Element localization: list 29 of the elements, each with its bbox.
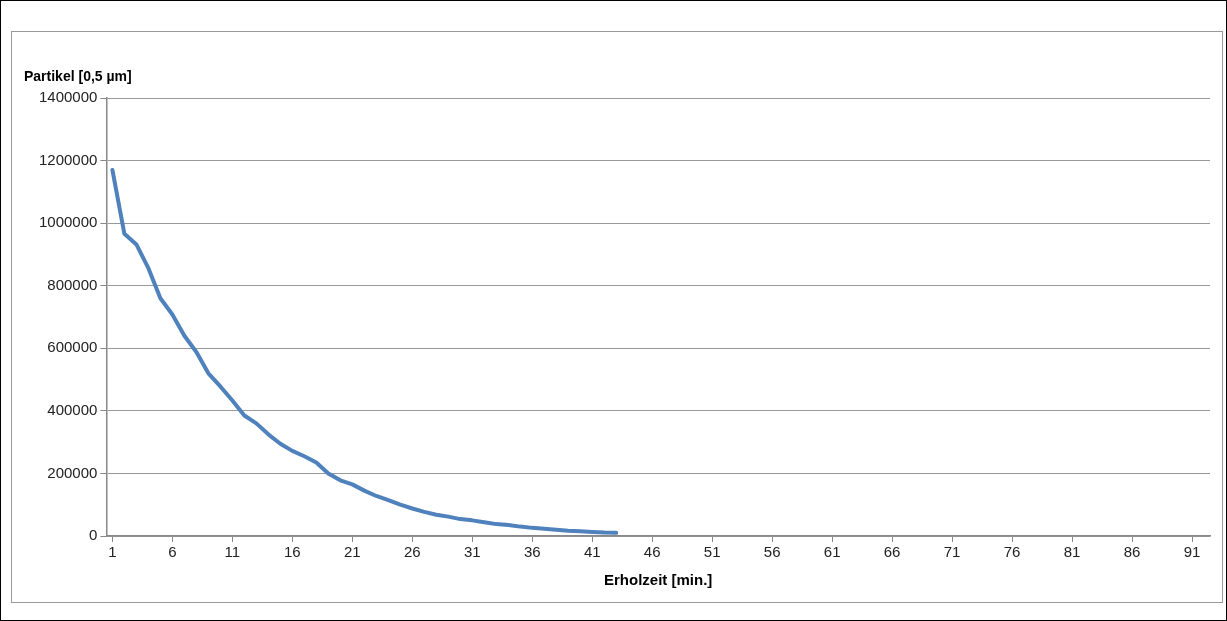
y-tick-label: 400000 <box>47 401 98 418</box>
y-tick-label: 600000 <box>47 338 98 356</box>
x-tick-label: 46 <box>643 543 661 561</box>
y-tick-label: 800000 <box>47 275 98 293</box>
x-tick-label: 41 <box>583 543 601 561</box>
x-tick-label: 1 <box>108 543 117 561</box>
x-tick-label: 86 <box>1123 543 1141 561</box>
x-tick-label: 31 <box>463 543 481 561</box>
x-tick-label: 56 <box>763 543 781 561</box>
y-tick-label: 1400000 <box>38 88 98 106</box>
x-tick-label: 91 <box>1183 543 1201 561</box>
x-tick-label: 66 <box>883 543 901 561</box>
y-tick-label: 1000000 <box>38 213 98 231</box>
y-axis-title: Partikel [0,5 µm] <box>24 67 132 84</box>
x-tick-label: 71 <box>943 543 961 561</box>
y-tick-label: 0 <box>89 526 98 544</box>
x-tick-label: 76 <box>1003 543 1021 561</box>
x-tick-label: 61 <box>823 543 841 561</box>
y-tick-label: 1200000 <box>38 150 98 168</box>
x-tick-label: 26 <box>403 543 421 561</box>
x-tick-label: 16 <box>283 543 301 561</box>
y-tick-label: 200000 <box>47 463 98 481</box>
x-tick-label: 11 <box>224 543 241 561</box>
x-tick-label: 36 <box>523 543 541 561</box>
x-axis-title: Erholzeit [min.] <box>604 571 713 589</box>
x-tick-label: 81 <box>1063 543 1081 561</box>
x-tick-label: 21 <box>343 543 361 561</box>
x-tick-label: 51 <box>703 543 721 561</box>
x-tick-label: 6 <box>168 543 177 561</box>
